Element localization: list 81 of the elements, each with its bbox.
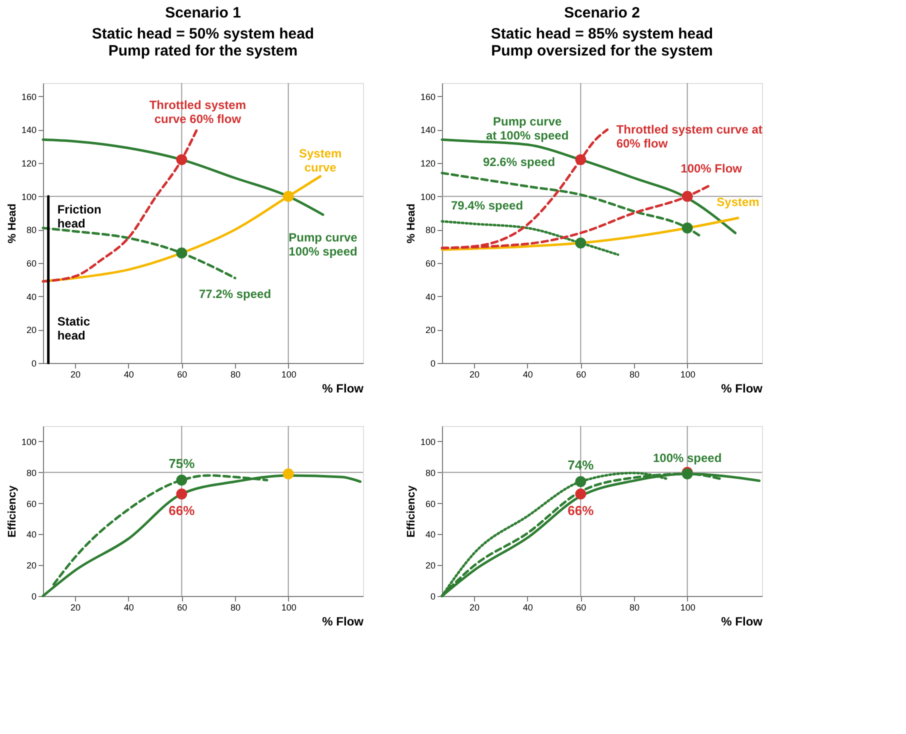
x-tick-label: 40 <box>522 370 533 380</box>
y-tick-label: 80 <box>26 468 36 478</box>
x-tick-label: 40 <box>124 602 134 612</box>
y-axis-title: Efficiency <box>6 484 18 538</box>
y-tick-label: 20 <box>425 560 436 571</box>
y-tick-label: 60 <box>425 498 436 509</box>
y-axis-title: % Head <box>6 204 18 244</box>
x-tick-label: 80 <box>230 370 241 380</box>
y-tick-label: 40 <box>425 292 436 302</box>
y-tick-label: 40 <box>425 530 436 540</box>
data-label: 74% <box>568 458 594 473</box>
x-tick-label: 100 <box>281 602 296 612</box>
annotation: 92.6% speed <box>483 155 556 169</box>
y-tick-label: 40 <box>26 530 36 540</box>
annotation: Pump curve 100% speed <box>288 230 358 259</box>
chart-title: Scenario 2 <box>564 4 640 22</box>
x-tick-label: 40 <box>124 370 134 380</box>
y-tick-label: 120 <box>420 158 436 168</box>
x-tick-label: 20 <box>469 602 480 612</box>
x-tick-label: 60 <box>177 602 188 612</box>
annotation: Throttled system curve at 60% flow <box>616 122 762 151</box>
x-tick-label: 20 <box>70 370 81 380</box>
y-tick-label: 60 <box>26 258 36 268</box>
data-label: 66% <box>568 503 594 518</box>
y-tick-label: 160 <box>420 92 436 102</box>
text: Pump rated for the system <box>108 42 298 60</box>
text: Pump oversized for the system <box>491 42 713 60</box>
y-tick-label: 0 <box>430 358 436 368</box>
y-tick-label: 0 <box>31 358 36 368</box>
x-tick-label: 80 <box>230 602 241 612</box>
x-tick-label: 80 <box>629 602 640 612</box>
chart-title: Scenario 1 <box>165 4 241 22</box>
annotation: System curve <box>298 146 342 174</box>
y-axis-title: Efficiency <box>405 484 418 538</box>
y-tick-label: 100 <box>21 192 36 202</box>
y-tick-label: 140 <box>21 125 36 136</box>
x-tick-label: 100 <box>680 370 696 380</box>
y-tick-label: 20 <box>26 560 36 571</box>
y-tick-label: 160 <box>21 92 36 102</box>
y-tick-label: 60 <box>26 498 36 509</box>
y-tick-label: 60 <box>425 258 436 268</box>
x-axis-title: % Flow <box>721 382 764 396</box>
annotation: Pump curve at 100% speed <box>486 114 569 143</box>
x-tick-label: 100 <box>680 602 696 612</box>
y-tick-label: 20 <box>26 325 36 336</box>
x-tick-label: 20 <box>469 370 480 380</box>
data-label: 66% <box>168 503 196 518</box>
x-axis-title: % Flow <box>721 614 764 628</box>
annotation: 100% Flow <box>680 162 743 176</box>
x-axis-title: % Flow <box>322 614 364 628</box>
y-tick-label: 100 <box>420 436 436 447</box>
y-tick-label: 0 <box>31 592 36 602</box>
y-tick-label: 0 <box>430 592 436 602</box>
y-tick-label: 100 <box>420 192 436 202</box>
y-tick-label: 140 <box>420 125 436 136</box>
x-tick-label: 20 <box>70 602 81 612</box>
x-tick-label: 60 <box>177 370 188 380</box>
y-tick-label: 100 <box>21 436 36 447</box>
annotation: System <box>716 195 760 209</box>
annotation: 79.4% speed <box>451 198 524 212</box>
x-tick-label: 60 <box>576 370 586 380</box>
y-tick-label: 80 <box>425 225 436 236</box>
text: Static head = 85% system head <box>490 26 714 42</box>
y-tick-label: 80 <box>26 225 36 236</box>
x-tick-label: 80 <box>629 370 640 380</box>
x-tick-label: 60 <box>576 602 586 612</box>
annotation: 77.2% speed <box>198 287 272 301</box>
annotation: 100% speed <box>652 450 722 465</box>
y-tick-label: 40 <box>26 292 36 302</box>
x-axis-title: % Flow <box>322 382 364 396</box>
data-label: 75% <box>168 456 196 472</box>
y-tick-label: 120 <box>21 158 36 168</box>
text: Static head = 50% system head <box>92 26 314 42</box>
annotation: Friction head <box>57 202 102 231</box>
y-axis-title: % Head <box>405 204 418 244</box>
y-tick-label: 20 <box>425 325 436 336</box>
y-tick-label: 80 <box>425 468 436 478</box>
annotation: Throttled system curve 60% flow <box>149 98 246 126</box>
annotation: Static head <box>57 314 90 342</box>
x-tick-label: 100 <box>281 370 296 380</box>
x-tick-label: 40 <box>522 602 533 612</box>
